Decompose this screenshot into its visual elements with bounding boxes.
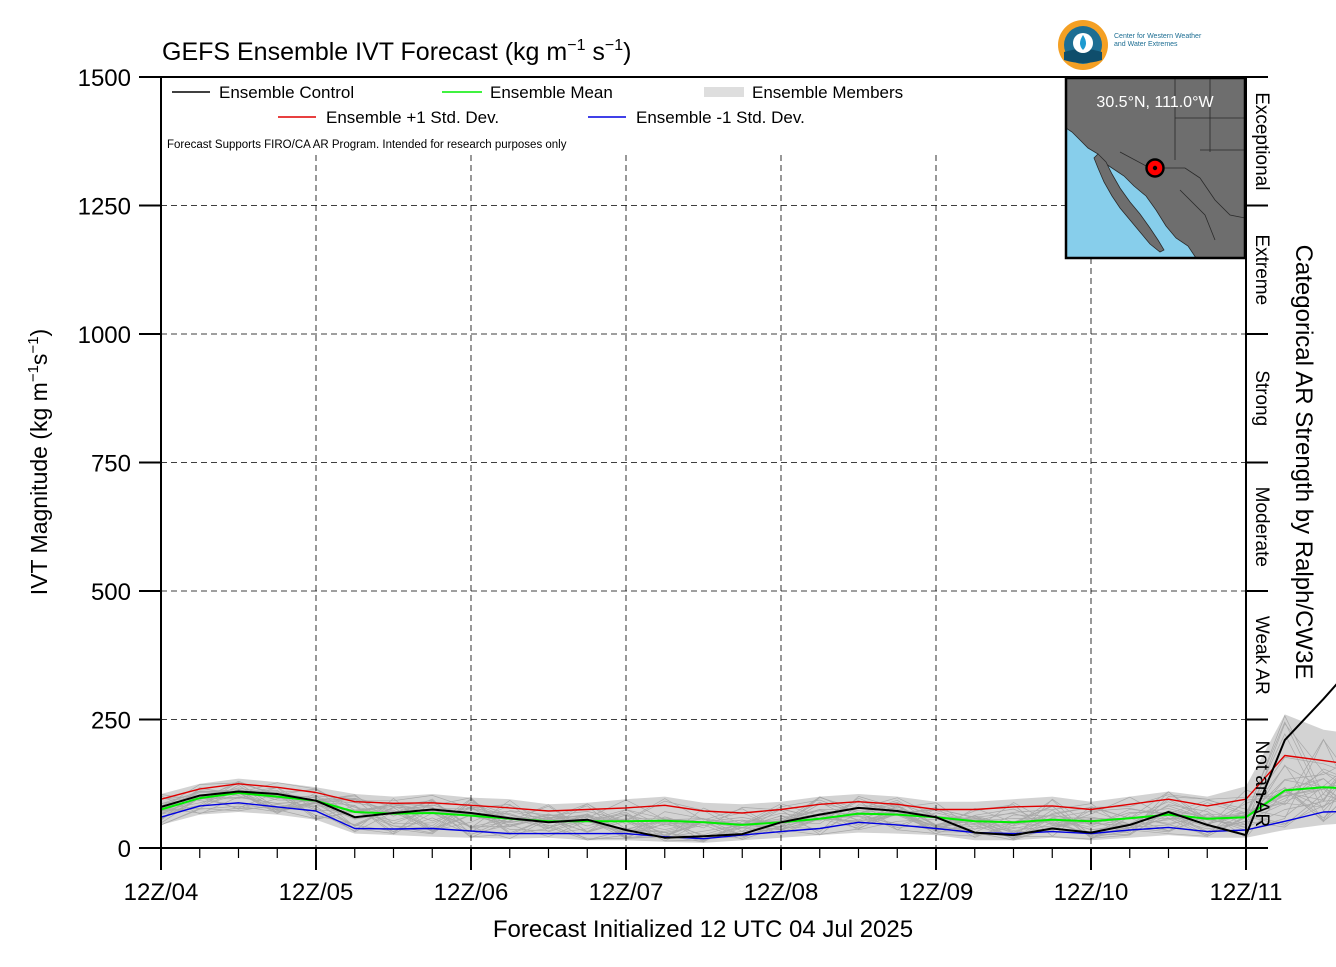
legend-label-members: Ensemble Members	[752, 83, 903, 102]
x-tick-label: 12Z/09	[899, 879, 974, 906]
category-label: Not an AR	[1251, 740, 1272, 827]
members-envelope	[161, 714, 1336, 843]
y-axis-label: IVT Magnitude (kg m−1s−1)	[25, 329, 52, 595]
y-tick-label: 500	[91, 579, 131, 606]
x-tick-label: 12Z/11	[1210, 879, 1283, 906]
logo-text: Center for Western Weather and Water Ext…	[1114, 33, 1254, 49]
inset-location-label: 30.5°N, 111.0°W	[1096, 94, 1214, 111]
cw3e-logo-icon	[1058, 20, 1108, 70]
category-label: Moderate	[1251, 487, 1272, 567]
legend-label-plus: Ensemble +1 Std. Dev.	[326, 108, 499, 127]
category-label: Exceptional	[1251, 92, 1272, 190]
inset-peninsula	[1093, 153, 1165, 253]
x-tick-label: 12Z/04	[124, 879, 199, 906]
x-tick-label: 12Z/07	[589, 879, 664, 906]
x-tick-label: 12Z/08	[744, 879, 819, 906]
y-tick-label: 1500	[78, 65, 131, 92]
logo-line-1: Center for Western Weather	[1114, 33, 1202, 40]
y-tick-label: 750	[91, 451, 131, 478]
chart-title: GEFS Ensemble IVT Forecast (kg m−1 s−1)	[162, 37, 632, 66]
y-tick-label: 1000	[78, 322, 131, 349]
inset-borders	[1119, 78, 1246, 241]
x-axis-label: Forecast Initialized 12 UTC 04 Jul 2025	[493, 916, 913, 943]
legend-label-minus: Ensemble -1 Std. Dev.	[636, 108, 805, 127]
category-axis-label: Categorical AR Strength by Ralph/CW3E	[1290, 245, 1317, 680]
legend-swatch-members	[704, 87, 744, 97]
category-label: Extreme	[1251, 234, 1272, 305]
disclaimer-note: Forecast Supports FIRO/CA AR Program. In…	[167, 139, 567, 151]
category-label: Weak AR	[1251, 616, 1272, 695]
logo-line-2: and Water Extremes	[1114, 41, 1178, 48]
inset-frame	[1064, 76, 1247, 260]
location-marker-dot	[1152, 165, 1158, 171]
x-tick-label: 12Z/05	[279, 879, 354, 906]
x-tick-label: 12Z/10	[1054, 879, 1129, 906]
y-tick-label: 1250	[78, 194, 131, 221]
category-label: Strong	[1251, 370, 1272, 426]
y-tick-label: 250	[91, 708, 131, 735]
legend-label-control: Ensemble Control	[219, 83, 354, 102]
legend: Ensemble Control Ensemble Mean Ensemble …	[167, 83, 903, 151]
plot-area: 0 250 500 750 1000 1250 1500 12Z/04 12Z/05 12Z/06…	[78, 65, 1336, 906]
y-tick-label: 0	[118, 836, 131, 863]
x-tick-label: 12Z/06	[434, 879, 509, 906]
legend-label-mean: Ensemble Mean	[490, 83, 613, 102]
inset-map: 30.5°N, 111.0°W	[1064, 76, 1247, 260]
